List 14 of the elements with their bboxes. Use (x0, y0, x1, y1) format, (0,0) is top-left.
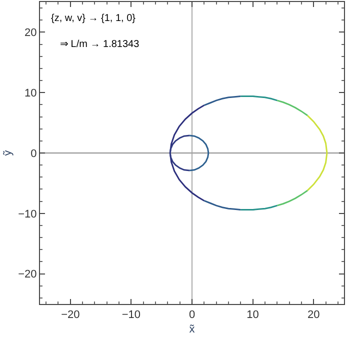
y-tick-label: −20 (18, 268, 37, 281)
annotation: ⇒ L/m → 1.81343 (60, 39, 140, 50)
y-tick-label: −10 (18, 208, 37, 220)
x-tick-label: −10 (122, 309, 141, 322)
x-axis-title: x̃ (189, 323, 196, 336)
x-tick-label: −20 (61, 309, 80, 322)
x-tick-label: 20 (307, 309, 320, 322)
y-tick-label: 0 (30, 148, 37, 160)
y-tick-label: 20 (24, 27, 37, 40)
x-tick-label: 10 (246, 309, 259, 322)
annotation: {z, w, v} → {1, 1, 0} (51, 13, 136, 24)
y-axis-title: ỹ (2, 150, 14, 156)
y-tick-label: 10 (24, 87, 37, 100)
x-tick-label: 0 (188, 309, 196, 322)
